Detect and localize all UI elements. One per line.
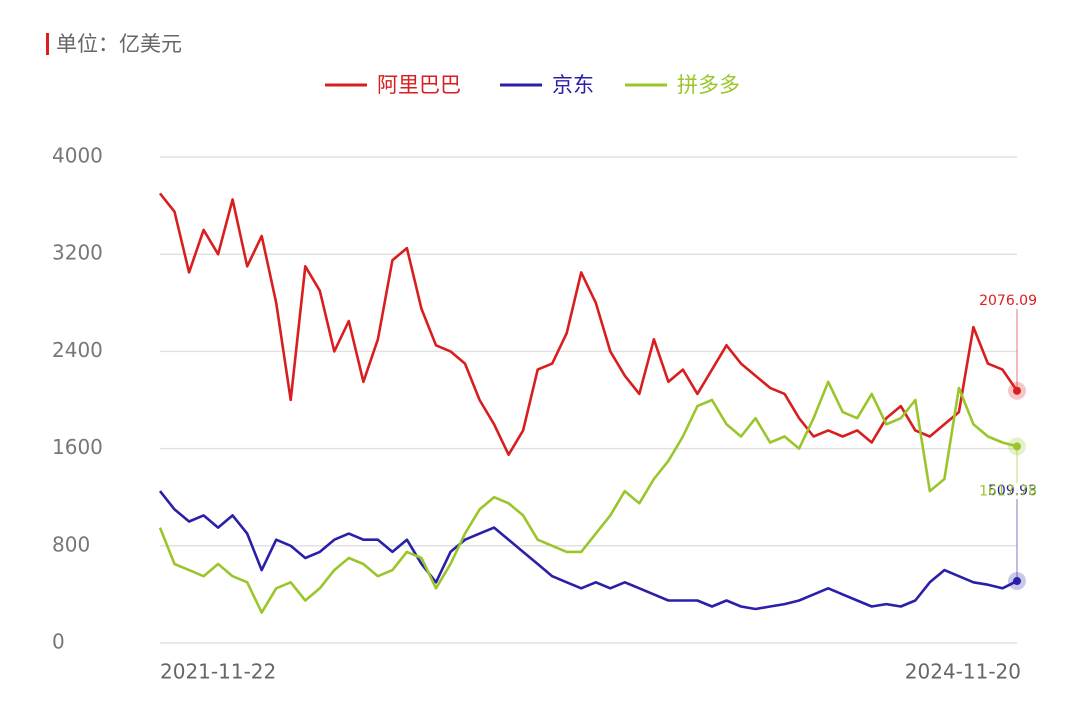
end-point — [1013, 577, 1021, 586]
x-tick-label: 2021-11-22 — [160, 660, 276, 684]
end-point — [1013, 442, 1021, 451]
x-tick-label: 2024-11-20 — [905, 660, 1021, 684]
series-line — [158, 490, 1018, 611]
y-tick-label: 3200 — [52, 241, 103, 265]
legend-label: 阿里巴巴 — [377, 73, 461, 97]
end-value-label: 2076.09 — [979, 293, 1037, 309]
y-tick-label: 1600 — [52, 435, 103, 459]
series-line — [158, 380, 1018, 614]
legend-label: 京东 — [552, 73, 594, 97]
end-point — [1013, 386, 1021, 395]
legend-label: 拼多多 — [677, 73, 740, 97]
series-line — [158, 192, 1019, 456]
y-tick-label: 0 — [52, 630, 65, 654]
end-value-label: 509.93 — [988, 483, 1037, 499]
end-value-label: 1617.78 — [979, 483, 1037, 499]
y-tick-label: 800 — [52, 532, 90, 556]
y-tick-label: 2400 — [52, 338, 103, 362]
y-tick-label: 4000 — [52, 144, 103, 168]
title-marker — [46, 33, 49, 55]
chart-title: 单位：亿美元 — [56, 32, 182, 56]
